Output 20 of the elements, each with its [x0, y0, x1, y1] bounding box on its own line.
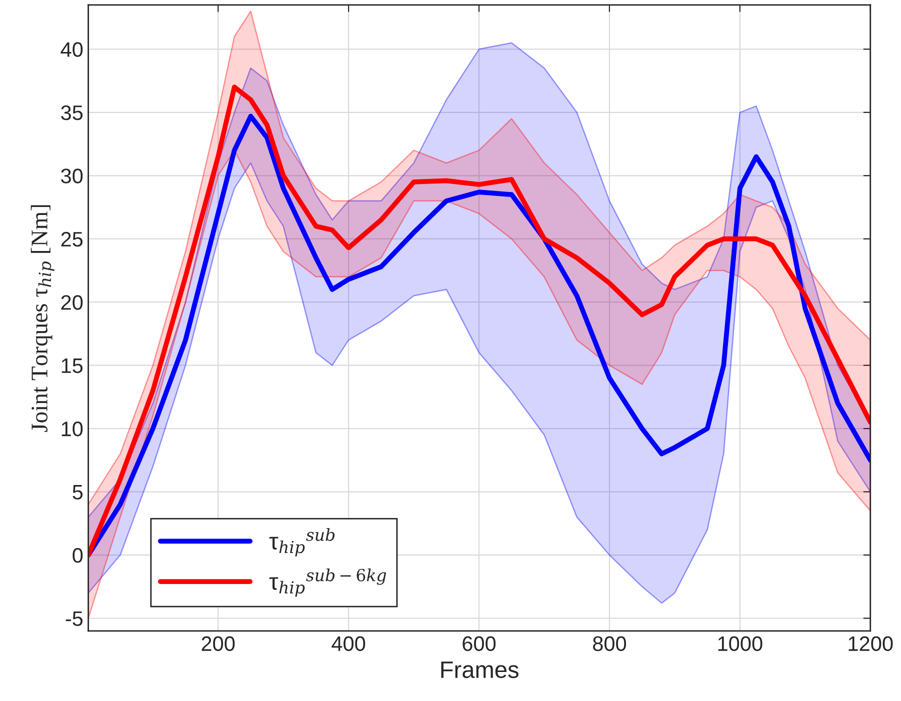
legend-label: τ$_{hip}$$^{sub}$ [269, 528, 335, 556]
x-tick-label: 800 [592, 636, 626, 652]
y-tick-label: 20 [61, 295, 83, 310]
x-axis-title: Frames [441, 662, 518, 678]
x-tick-label: 1000 [718, 636, 762, 652]
y-tick-label: 0 [72, 548, 83, 563]
y-tick-label: 30 [61, 168, 83, 184]
y-tick-label: 10 [62, 422, 83, 436]
y-tick-label: 15 [62, 358, 83, 374]
x-tick-label: 400 [332, 636, 366, 652]
y-axis-title: Joint Torques τ$_{hip}$ [Nm] [30, 205, 54, 432]
x-tick-label: 600 [462, 636, 496, 652]
y-tick-label: -5 [66, 611, 83, 626]
y-tick-label: 35 [61, 105, 83, 120]
legend-label: τ$_{hip}$$^{sub−6kg}$ [269, 568, 386, 597]
y-tick-label: 40 [60, 42, 83, 57]
x-tick-label: 1200 [848, 636, 893, 652]
y-tick-label: 5 [72, 485, 83, 500]
y-tick-label: 25 [61, 232, 83, 247]
x-tick-label: 200 [202, 636, 235, 652]
